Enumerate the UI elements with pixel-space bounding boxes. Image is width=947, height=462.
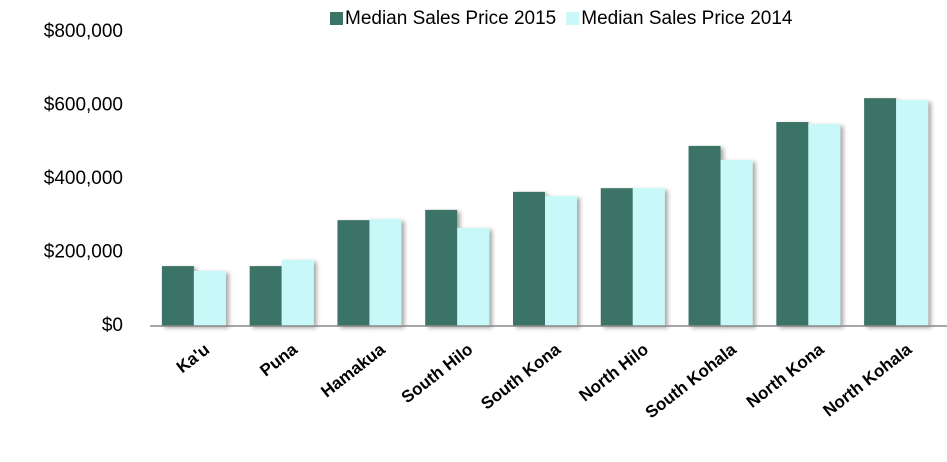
bar: [337, 220, 370, 326]
y-tick-label: $400,000: [44, 168, 123, 189]
legend-swatch: [566, 12, 580, 25]
bar: [369, 219, 402, 326]
bar: [161, 266, 194, 326]
legend-swatch: [330, 12, 343, 25]
bar: [776, 122, 809, 326]
bar: [193, 270, 226, 326]
bar: [425, 209, 458, 326]
bar: [249, 266, 282, 326]
bar: [896, 99, 929, 326]
y-tick-label: $800,000: [44, 21, 123, 42]
bar: [457, 227, 490, 326]
y-tick-label: $200,000: [44, 242, 123, 263]
bar: [808, 123, 841, 326]
bar: [600, 188, 633, 326]
bar: [688, 145, 721, 326]
bar: [281, 259, 314, 326]
bar: [632, 188, 665, 326]
y-tick-label: $600,000: [44, 95, 123, 116]
x-tick-label: Ka'u: [173, 340, 213, 377]
legend-label: Median Sales Price 2014: [581, 8, 793, 29]
bar: [720, 159, 753, 326]
x-tick-label: South Kona: [477, 339, 564, 413]
x-tick-label: North Kohala: [820, 339, 916, 420]
bar: [513, 191, 545, 326]
x-tick-label: South Kohala: [642, 339, 740, 422]
bar: [864, 98, 897, 327]
x-tick-label: Puna: [256, 339, 301, 380]
x-tick-label: North Hilo: [576, 340, 652, 406]
x-tick-label: Hamakua: [317, 339, 389, 401]
legend-label: Median Sales Price 2015: [345, 8, 556, 29]
y-tick-label: $0: [102, 315, 123, 336]
bar: [545, 195, 577, 326]
x-tick-label: North Kona: [743, 339, 828, 411]
x-tick-label: South Hilo: [398, 340, 477, 407]
